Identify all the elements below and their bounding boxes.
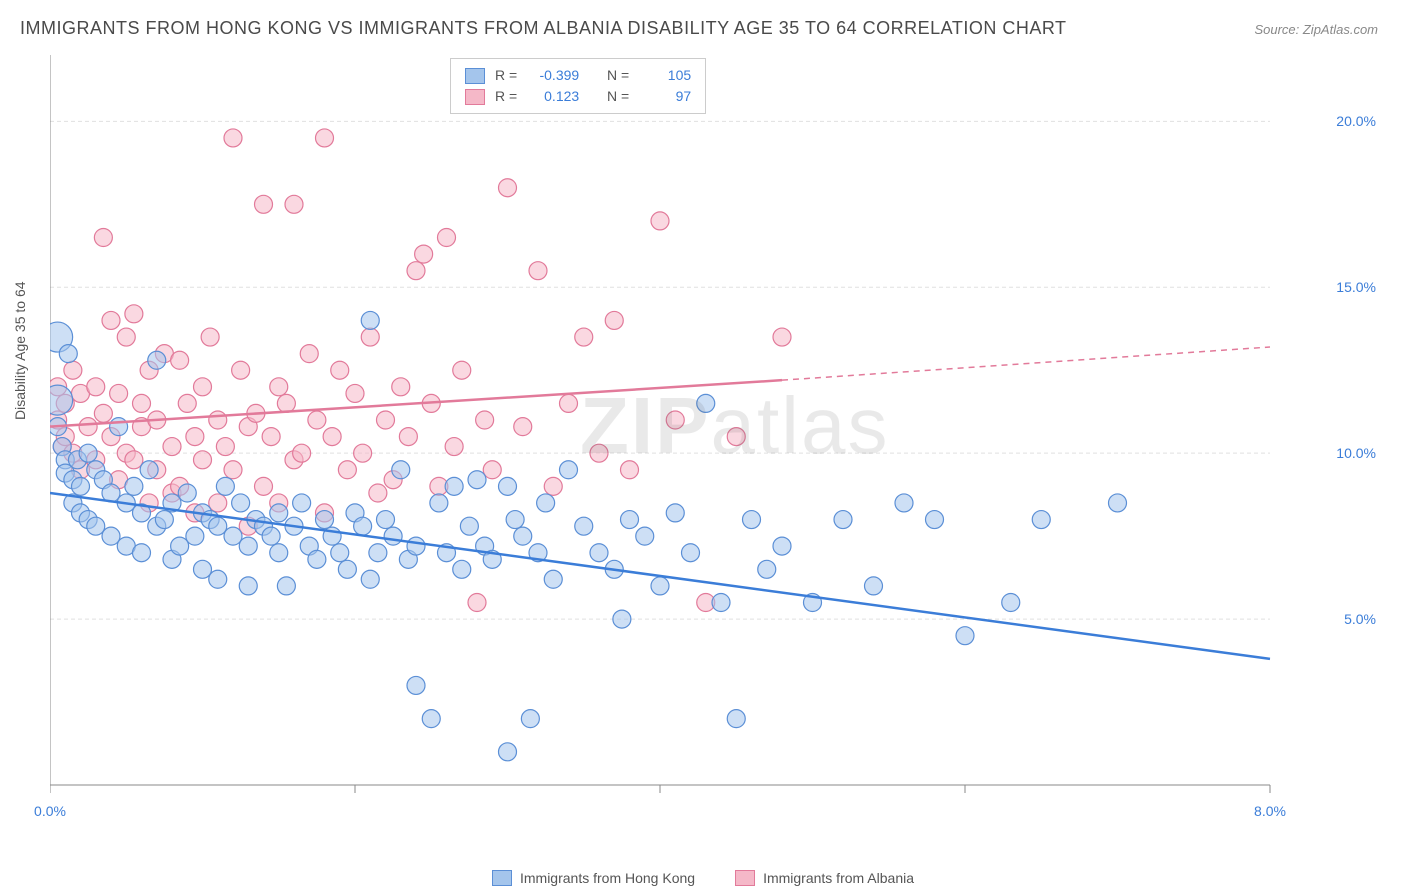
legend-label-series2: Immigrants from Albania [763, 870, 914, 886]
n-value-series1: 105 [639, 65, 691, 86]
legend-swatch-series2 [735, 870, 755, 886]
y-tick-label: 20.0% [1336, 113, 1376, 129]
n-label: N = [607, 86, 629, 107]
legend-item-series2: Immigrants from Albania [735, 870, 914, 886]
source-attribution: Source: ZipAtlas.com [1254, 22, 1378, 37]
chart-area [50, 55, 1330, 825]
n-label: N = [607, 65, 629, 86]
swatch-series1 [465, 68, 485, 84]
r-label: R = [495, 65, 517, 86]
y-tick-label: 5.0% [1344, 611, 1376, 627]
stats-legend-box: R = -0.399 N = 105 R = 0.123 N = 97 [450, 58, 706, 114]
swatch-series2 [465, 89, 485, 105]
n-value-series2: 97 [639, 86, 691, 107]
scatter-plot-svg [50, 55, 1330, 825]
y-tick-label: 15.0% [1336, 279, 1376, 295]
y-tick-label: 10.0% [1336, 445, 1376, 461]
r-value-series2: 0.123 [527, 86, 579, 107]
legend-swatch-series1 [492, 870, 512, 886]
chart-title: IMMIGRANTS FROM HONG KONG VS IMMIGRANTS … [20, 18, 1067, 39]
x-tick-label: 8.0% [1254, 803, 1286, 819]
x-tick-label: 0.0% [34, 803, 66, 819]
stats-row-series2: R = 0.123 N = 97 [465, 86, 691, 107]
r-value-series1: -0.399 [527, 65, 579, 86]
r-label: R = [495, 86, 517, 107]
legend-label-series1: Immigrants from Hong Kong [520, 870, 695, 886]
legend-item-series1: Immigrants from Hong Kong [492, 870, 695, 886]
stats-row-series1: R = -0.399 N = 105 [465, 65, 691, 86]
y-axis-label: Disability Age 35 to 64 [12, 281, 28, 420]
bottom-legend: Immigrants from Hong Kong Immigrants fro… [0, 870, 1406, 886]
